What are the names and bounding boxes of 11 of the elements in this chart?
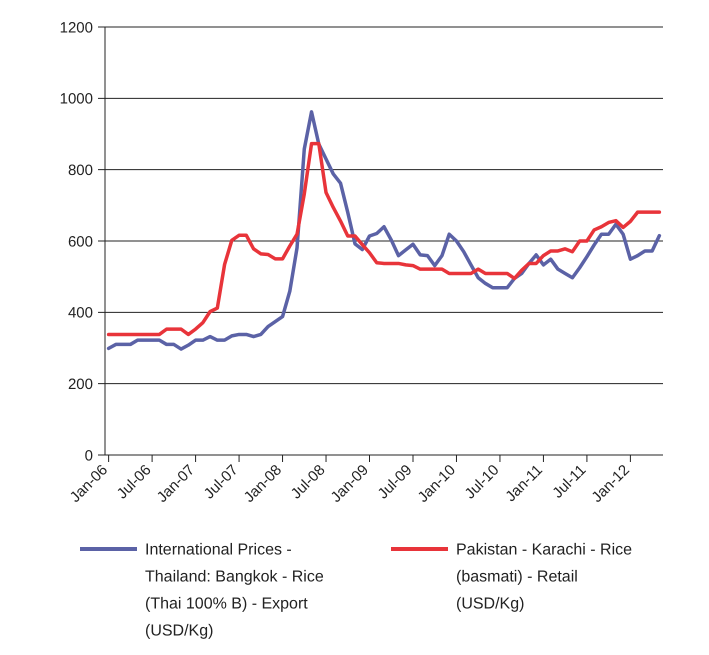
line-series [106,110,662,351]
y-tick-label: 600 [68,233,93,250]
legend-label: Pakistan - Karachi - Rice (basmati) - Retail (USD/Kg) [456,542,632,613]
y-tick-label: 1200 [60,19,93,36]
y-tick-label: 400 [68,304,93,322]
y-tick-label: 1000 [60,90,93,108]
legend-label: International Prices - Thailand: Bangkok - Rice (Thai 100% B) - Export (USD/Kg) [145,542,324,640]
y-tick-label: 200 [68,376,93,393]
y-tick-label: 800 [68,162,93,179]
line-series [106,142,662,336]
y-tick-label: 0 [84,447,93,464]
